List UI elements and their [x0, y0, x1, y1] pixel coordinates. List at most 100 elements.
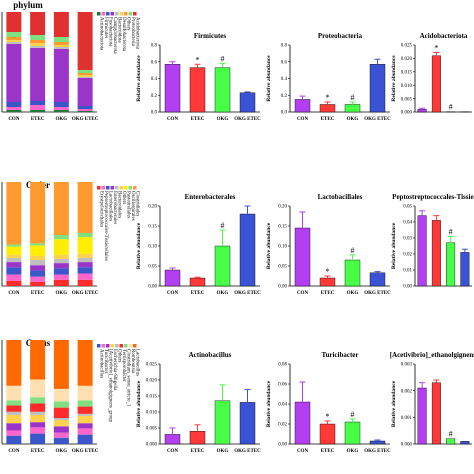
stack-segment [77, 106, 93, 109]
stack-segment [53, 279, 69, 286]
legend-swatch [124, 186, 128, 190]
x-category-label: OKG [347, 449, 359, 454]
bar [344, 104, 361, 113]
stack-segment [53, 426, 69, 433]
x-category-label: OKG ETEC [234, 449, 261, 454]
bar [369, 64, 386, 113]
stack-segment [77, 232, 93, 238]
legend-swatch [115, 12, 119, 16]
legend-swatch [119, 186, 123, 190]
stack-segment [77, 434, 93, 444]
bar [214, 400, 231, 445]
panel-title: [Acetivibrio]_ethanolgignens_group [390, 351, 474, 359]
stack-segment [30, 101, 46, 105]
legend-label: Others [126, 17, 131, 30]
y-tick-label: 0.015 [146, 395, 158, 400]
bar-panel: [Acetivibrio]_ethanolgignens_group Relati… [390, 351, 474, 448]
legend-swatch [128, 186, 132, 190]
x-category-label: OKG [347, 291, 359, 296]
y-tick-label: 0.00 [403, 285, 412, 290]
significance-mark: * [196, 55, 200, 64]
stack-segment [53, 274, 69, 280]
legend-swatch [101, 12, 105, 16]
panel-row-2: OrderCONETECOKGOKG ETECErysipelotrichale… [1, 180, 474, 296]
x-category-label: ETEC [191, 449, 205, 454]
stack-segment [53, 432, 69, 438]
legend-label: Others [117, 349, 122, 362]
x-category-label: OKG [217, 291, 229, 296]
stack-segment [30, 427, 46, 434]
stack-segment [6, 44, 22, 102]
significance-mark: # [351, 246, 355, 255]
stack-segment [6, 385, 22, 401]
stack-segment [30, 276, 46, 282]
y-tick-label: 0.2 [151, 94, 158, 99]
y-tick-label: 0.8 [151, 44, 158, 49]
legend-swatch [115, 186, 119, 190]
y-tick-label: 0.6 [151, 60, 158, 65]
significance-mark: # [449, 227, 453, 236]
bar-panel: Firmicutes Relative abundance 0.0 0.2 0.4 0.6… [136, 32, 261, 122]
stack-segment [30, 397, 46, 404]
stack-segment [6, 42, 22, 44]
y-tick-label: 0.00 [278, 285, 287, 290]
stack-segment [6, 254, 22, 258]
bar [189, 277, 206, 287]
panel-title: Firmicutes [194, 32, 227, 40]
stack-segment [6, 435, 22, 444]
legend-swatch [110, 186, 114, 190]
y-tick-label: 0.6 [281, 60, 288, 65]
stack-segment [77, 109, 93, 111]
stack-segment [30, 245, 46, 256]
y-axis-label: Relative abundance [266, 55, 272, 102]
legend-label: Others [121, 191, 126, 204]
y-axis-label: Relative abundance [136, 222, 142, 269]
stack-segment [6, 423, 22, 431]
legend-swatch [97, 12, 101, 16]
y-axis-label: Relative abundance [391, 222, 397, 269]
stack-segment [30, 265, 46, 271]
stack-segment [53, 37, 69, 42]
legend-swatch [133, 186, 137, 190]
stack-segment [6, 182, 22, 245]
bar [164, 269, 181, 287]
stack-segment [53, 182, 69, 236]
stack-segment [6, 267, 22, 275]
significance-mark: * [326, 93, 330, 102]
bar-panel: Proteobacteria Relative abundance 0.0 0.2 0.… [266, 32, 391, 122]
stack-segment [77, 78, 93, 106]
legend-swatch [133, 12, 137, 16]
bar [431, 220, 441, 287]
stack-segment [53, 47, 69, 49]
stack-segment [53, 388, 69, 402]
bar [446, 242, 456, 287]
bar [214, 245, 231, 287]
legend-label: Campylobacterota [112, 17, 117, 54]
y-tick-label: 0.002 [401, 389, 413, 394]
stack-segment [30, 403, 46, 412]
stack-segment [77, 237, 93, 254]
y-tick-label: 0.0 [281, 111, 288, 116]
significance-mark: # [351, 410, 355, 419]
y-axis-label: Relative abundance [391, 55, 397, 102]
legend-swatch [119, 344, 123, 348]
bar-panel: Enterobacterales Relative abundance 0.00 0.… [136, 193, 261, 296]
stack-segment [30, 105, 46, 110]
stack-segment [53, 420, 69, 427]
legend-label: Terrisporobacter [121, 349, 126, 382]
stack-segment [77, 273, 93, 280]
y-tick-label: 0.05 [403, 205, 412, 210]
y-tick-label: 0.02 [278, 423, 287, 428]
stack-segment [53, 107, 69, 110]
stack-segment [77, 400, 93, 407]
stack-segment [30, 40, 46, 43]
stack-category-label: OKG ETEC [72, 291, 99, 296]
legend-swatch [97, 186, 101, 190]
stack-segment [30, 255, 46, 260]
bar [189, 431, 206, 445]
stack-segment [6, 244, 22, 247]
stack-segment [53, 239, 69, 255]
y-tick-label: 0.20 [148, 205, 157, 210]
legend-label: Bacteroidota [117, 17, 122, 43]
stack-segment [30, 281, 46, 286]
